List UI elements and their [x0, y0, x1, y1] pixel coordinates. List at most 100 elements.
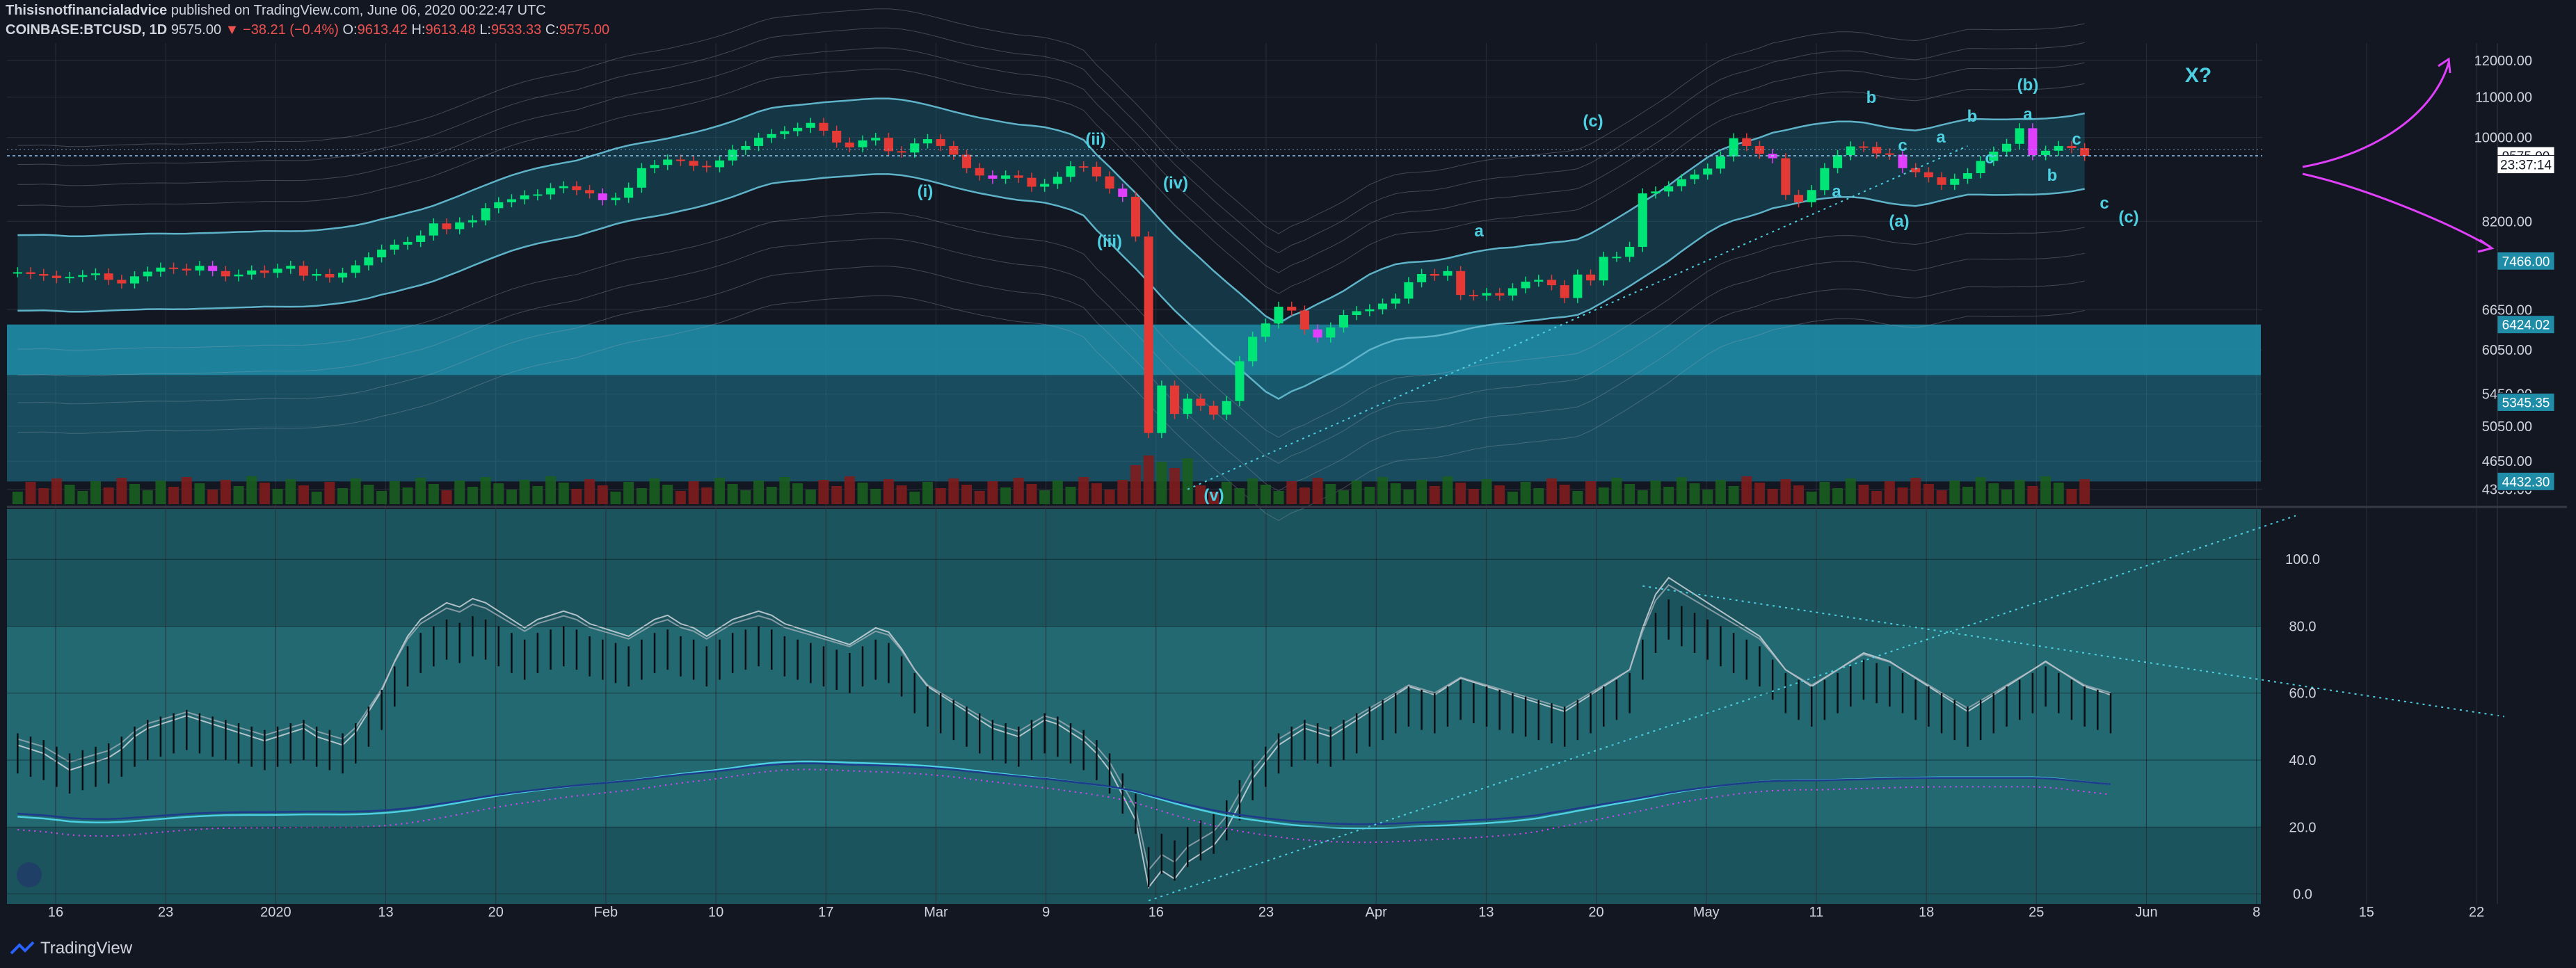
candle-body[interactable]	[1599, 257, 1608, 281]
candle-body[interactable]	[195, 266, 205, 271]
candle-body[interactable]	[1872, 147, 1882, 154]
candle-body[interactable]	[117, 280, 127, 284]
candle-body[interactable]	[845, 142, 854, 147]
candle-body[interactable]	[234, 274, 243, 277]
candle-body[interactable]	[51, 275, 61, 278]
candle-body[interactable]	[767, 134, 776, 138]
candle-body[interactable]	[1365, 309, 1375, 312]
candle-body[interactable]	[1833, 155, 1843, 168]
candle-body[interactable]	[1690, 174, 1699, 179]
candle-body[interactable]	[1560, 285, 1569, 298]
candle-body[interactable]	[663, 159, 673, 166]
candle-body[interactable]	[624, 187, 634, 198]
candle-body[interactable]	[961, 154, 972, 168]
candle-body[interactable]	[1118, 188, 1128, 197]
candle-body[interactable]	[1807, 190, 1816, 202]
candle-body[interactable]	[416, 235, 426, 242]
candle-body[interactable]	[1585, 274, 1596, 281]
candle-body[interactable]	[1469, 295, 1478, 297]
candle-body[interactable]	[741, 145, 751, 150]
candle-body[interactable]	[208, 266, 218, 271]
candle-body[interactable]	[1027, 177, 1037, 187]
candle-body[interactable]	[2041, 150, 2051, 156]
candle-body[interactable]	[910, 143, 920, 153]
candle-body[interactable]	[1781, 158, 1791, 195]
candle-body[interactable]	[1130, 197, 1141, 237]
candle-body[interactable]	[1248, 337, 1258, 362]
candle-body[interactable]	[1417, 273, 1427, 282]
candle-body[interactable]	[1950, 178, 1960, 185]
candle-body[interactable]	[1937, 177, 1946, 185]
candle-body[interactable]	[1001, 175, 1011, 179]
candle-body[interactable]	[129, 276, 140, 284]
candle-body[interactable]	[1066, 166, 1075, 177]
candle-body[interactable]	[351, 265, 360, 273]
candle-body[interactable]	[1157, 385, 1167, 433]
candle-body[interactable]	[1885, 153, 1894, 155]
candle-body[interactable]	[1546, 280, 1557, 286]
candle-body[interactable]	[1352, 311, 1361, 316]
candle-body[interactable]	[247, 270, 257, 275]
candle-body[interactable]	[1859, 146, 1869, 148]
candle-body[interactable]	[1820, 168, 1830, 191]
candle-body[interactable]	[467, 220, 477, 223]
candle-body[interactable]	[1430, 273, 1439, 276]
candle-body[interactable]	[298, 266, 309, 276]
candle-body[interactable]	[78, 275, 88, 277]
candle-body[interactable]	[1377, 303, 1388, 309]
candle-body[interactable]	[897, 151, 906, 153]
candle-body[interactable]	[1404, 282, 1414, 299]
candle-body[interactable]	[1625, 246, 1635, 257]
candle-body[interactable]	[689, 161, 698, 166]
candle-body[interactable]	[714, 160, 725, 168]
candle-body[interactable]	[1040, 184, 1050, 187]
candle-body[interactable]	[1299, 310, 1309, 330]
candle-body[interactable]	[104, 273, 113, 280]
tradingview-brand[interactable]: TradingView	[10, 939, 132, 958]
candle-body[interactable]	[1651, 191, 1661, 194]
candle-body[interactable]	[337, 273, 348, 278]
candle-body[interactable]	[325, 273, 335, 278]
candle-body[interactable]	[702, 166, 712, 168]
candle-body[interactable]	[753, 138, 764, 146]
candle-body[interactable]	[520, 195, 529, 200]
candle-body[interactable]	[2080, 148, 2090, 156]
candle-body[interactable]	[1105, 176, 1114, 189]
candle-body[interactable]	[156, 267, 166, 272]
candle-body[interactable]	[1144, 236, 1153, 433]
candle-body[interactable]	[988, 175, 998, 179]
candle-body[interactable]	[819, 122, 829, 131]
candle-body[interactable]	[1612, 257, 1622, 259]
candle-body[interactable]	[675, 159, 685, 161]
author-name[interactable]: Thisisnotfinancialadvice	[6, 3, 168, 18]
candle-body[interactable]	[273, 268, 282, 273]
candle-body[interactable]	[494, 202, 504, 209]
candle-body[interactable]	[312, 273, 321, 276]
candle-body[interactable]	[1391, 298, 1400, 304]
candle-body[interactable]	[1287, 307, 1297, 311]
candle-body[interactable]	[1261, 323, 1270, 337]
candle-body[interactable]	[922, 139, 933, 144]
candle-body[interactable]	[1443, 271, 1453, 276]
candle-body[interactable]	[182, 268, 191, 271]
candle-body[interactable]	[936, 139, 945, 146]
candle-body[interactable]	[2015, 128, 2024, 144]
candle-body[interactable]	[1898, 154, 1907, 168]
candle-body[interactable]	[1079, 166, 1089, 168]
candle-body[interactable]	[1962, 172, 1973, 179]
candle-body[interactable]	[1729, 138, 1738, 157]
candle-body[interactable]	[793, 127, 803, 131]
candle-body[interactable]	[611, 197, 621, 200]
candle-body[interactable]	[883, 138, 893, 152]
candle-body[interactable]	[1091, 166, 1101, 177]
candle-body[interactable]	[1521, 281, 1530, 289]
candle-body[interactable]	[572, 186, 582, 191]
candle-body[interactable]	[1482, 293, 1491, 296]
candle-body[interactable]	[1742, 138, 1752, 146]
candle-body[interactable]	[1677, 179, 1686, 186]
candle-body[interactable]	[1235, 361, 1245, 401]
candle-body[interactable]	[1014, 175, 1023, 178]
candle-body[interactable]	[637, 168, 646, 188]
candle-body[interactable]	[780, 131, 790, 134]
candle-body[interactable]	[1534, 280, 1544, 282]
